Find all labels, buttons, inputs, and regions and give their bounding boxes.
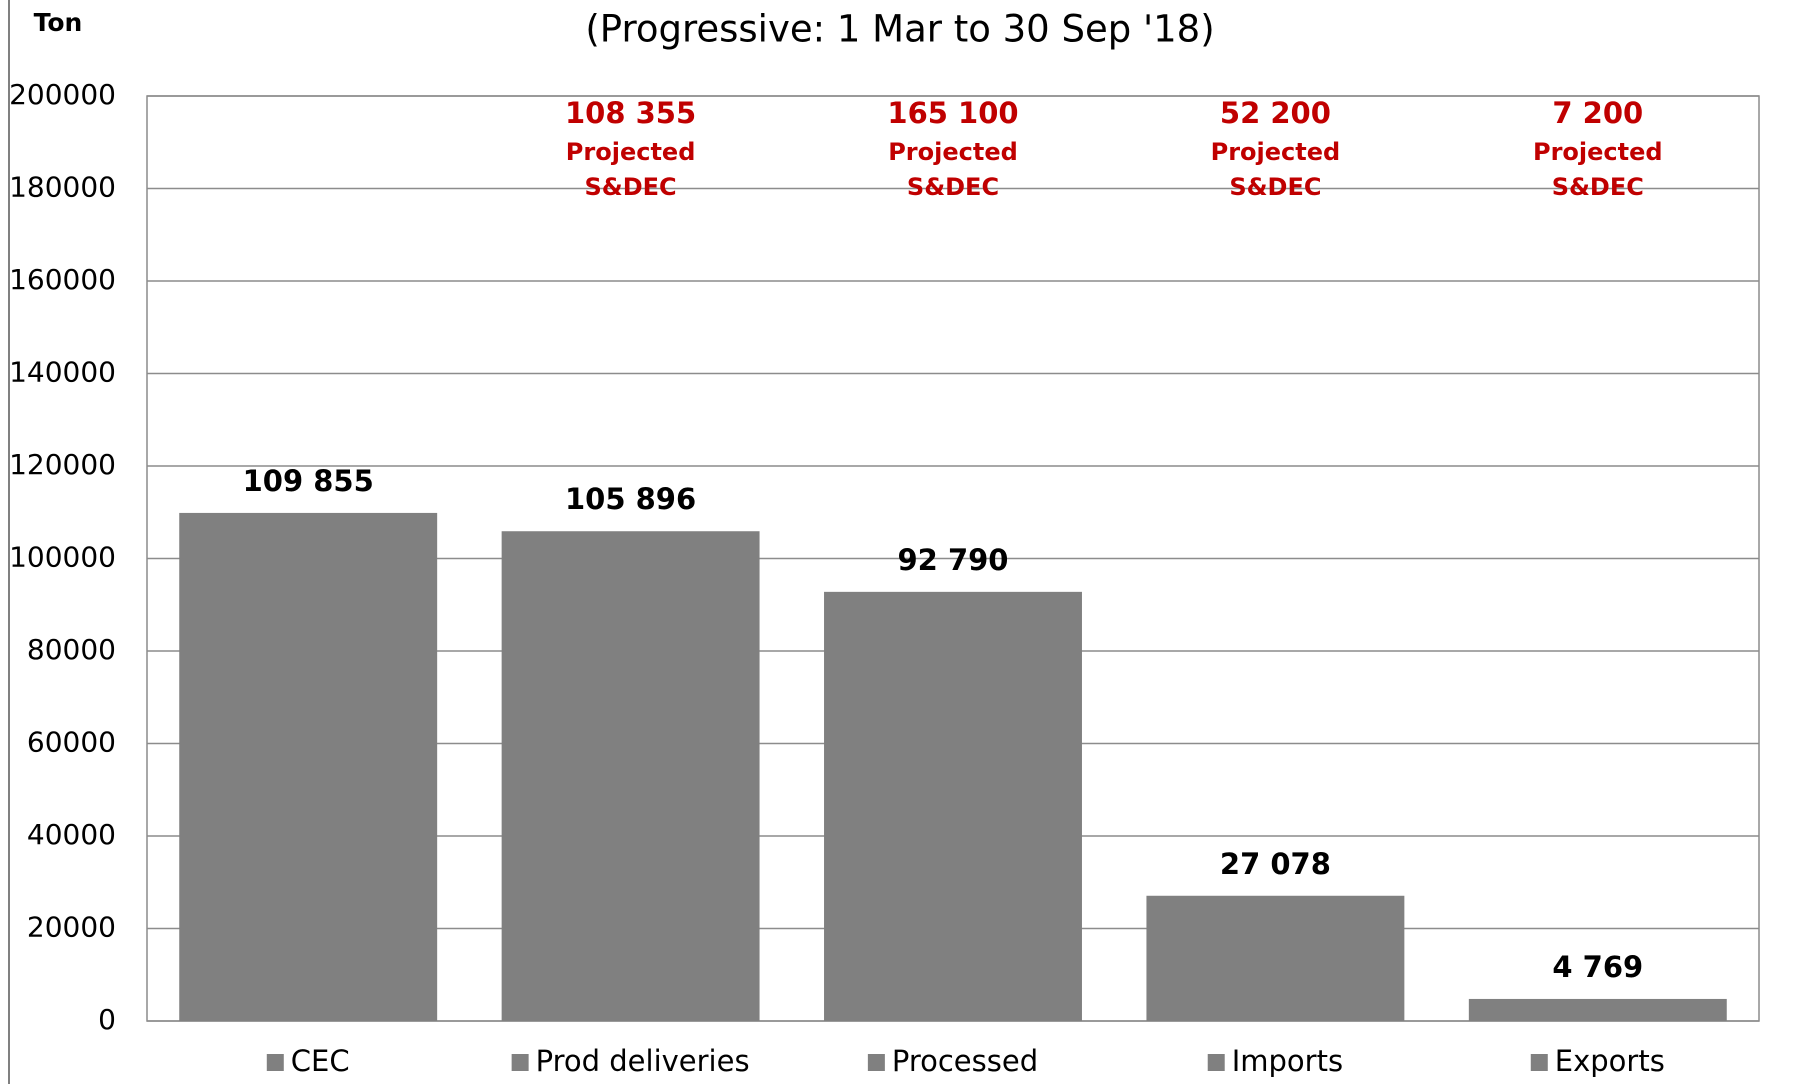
y-tick-label: 100000: [9, 541, 116, 574]
bar: [179, 512, 438, 1021]
legend-label: Prod deliveries: [536, 1044, 750, 1078]
value-label: 4 769: [1552, 950, 1643, 984]
legend-label: Processed: [892, 1044, 1038, 1078]
chart-title: (Progressive: 1 Mar to 30 Sep '18): [585, 8, 1214, 51]
y-tick-label: 180000: [9, 171, 116, 204]
legend-swatch: [867, 1054, 885, 1071]
y-tick-label: 60000: [27, 726, 116, 759]
legend-swatch: [1207, 1054, 1225, 1071]
bar: [824, 591, 1082, 1021]
y-tick-label: 0: [98, 1003, 116, 1036]
projected-note: S&DEC: [1552, 173, 1644, 201]
legend-swatch: [1530, 1054, 1548, 1071]
projected-note: Projected: [566, 138, 696, 166]
bar: [1468, 998, 1727, 1021]
projected-note: S&DEC: [1229, 173, 1321, 201]
value-label: 27 078: [1220, 847, 1331, 881]
y-tick-label: 140000: [9, 356, 116, 389]
projected-note: Projected: [888, 138, 1018, 166]
bar: [501, 531, 760, 1021]
value-label: 105 896: [565, 482, 696, 516]
projected-note: S&DEC: [585, 173, 677, 201]
y-tick-label: 120000: [9, 448, 116, 481]
legend-label: CEC: [291, 1044, 350, 1078]
y-tick-label: 20000: [27, 911, 116, 944]
projected-label: 165 100: [887, 96, 1018, 130]
y-tick-label: 200000: [9, 78, 116, 111]
legend-label: Imports: [1232, 1044, 1343, 1078]
bar: [1146, 895, 1405, 1021]
legend-label: Exports: [1555, 1044, 1665, 1078]
projected-note: Projected: [1211, 138, 1341, 166]
projected-label: 7 200: [1552, 96, 1643, 130]
value-label: 92 790: [898, 543, 1009, 577]
projected-note: S&DEC: [907, 173, 999, 201]
y-axis-label: Ton: [34, 8, 83, 37]
value-label: 109 855: [243, 464, 374, 498]
y-tick-label: 160000: [9, 263, 116, 296]
legend-swatch: [266, 1054, 284, 1071]
y-tick-label: 80000: [27, 633, 116, 666]
y-tick-label: 40000: [27, 818, 116, 851]
projected-label: 108 355: [565, 96, 696, 130]
legend-swatch: [511, 1054, 529, 1071]
projected-label: 52 200: [1220, 96, 1331, 130]
projected-note: Projected: [1533, 138, 1663, 166]
